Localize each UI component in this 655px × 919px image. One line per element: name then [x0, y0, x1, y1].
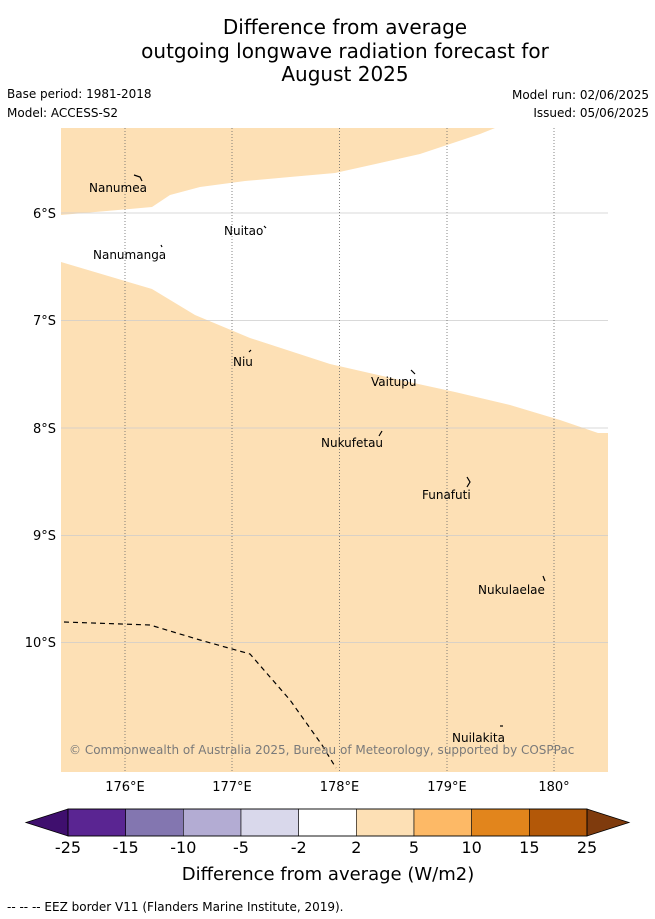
longitude-gridlines: [124, 128, 555, 772]
colorbar-cell: [183, 808, 242, 837]
colorbar-cell: [67, 808, 126, 837]
colorbar-tick-label: 15: [519, 838, 539, 857]
island-niu-outline: [248, 349, 252, 353]
colorbar-tick-label: -25: [55, 838, 81, 857]
island-label-nanumanga: Nanumanga: [93, 248, 166, 262]
base-period-text: Base period: 1981-2018: [7, 87, 152, 101]
colorbar-tick-label: 2: [351, 838, 361, 857]
map-title: Difference from average outgoing longwav…: [0, 15, 655, 87]
lat-label-10s: 10°S: [25, 636, 56, 651]
lon-label-180: 180°: [538, 780, 569, 795]
map-area: Nanumea Nuitao Nanumanga Niu Vaitupu Nuk…: [61, 128, 608, 772]
colorbar-title: Difference from average (W/m2): [182, 864, 474, 885]
colorbar-tick-label: -10: [170, 838, 196, 857]
anomaly-region-south: [61, 262, 608, 772]
colorbar-extend-high: [586, 808, 631, 837]
lon-label-179e: 179°E: [427, 780, 467, 795]
lat-label-7s: 7°S: [33, 314, 56, 329]
eez-legend-text: -- -- -- EEZ border V11 (Flanders Marine…: [7, 900, 344, 914]
colorbar-cell: [471, 808, 530, 837]
island-outlines: [133, 174, 546, 727]
island-label-nuitao: Nuitao: [224, 224, 263, 238]
colorbar-cell: [240, 808, 299, 837]
eez-border: [63, 621, 337, 769]
colorbar-cell: [356, 808, 415, 837]
island-label-nukufetau: Nukufetau: [321, 436, 383, 450]
model-run-text: Model run: 02/06/2025: [511, 88, 649, 102]
island-vaitupu-outline: [410, 369, 416, 375]
island-nanumea-outline: [133, 174, 143, 182]
island-funafuti-outline: [466, 476, 471, 488]
island-label-vaitupu: Vaitupu: [371, 375, 417, 389]
colorbar-cell: [413, 808, 472, 837]
lat-label-6s: 6°S: [33, 207, 56, 222]
title-line-3: August 2025: [281, 62, 409, 86]
copyright-text: © Commonwealth of Australia 2025, Bureau…: [69, 743, 574, 757]
lon-label-177e: 177°E: [212, 780, 252, 795]
island-label-nukulaelae: Nukulaelae: [478, 583, 545, 597]
lat-label-9s: 9°S: [33, 529, 56, 544]
colorbar-extend-low: [24, 808, 69, 837]
lon-label-176e: 176°E: [105, 780, 145, 795]
lon-label-178e: 178°E: [320, 780, 360, 795]
title-line-1: Difference from average: [222, 15, 468, 39]
island-label-niu: Niu: [233, 355, 253, 369]
lat-label-8s: 8°S: [33, 422, 56, 437]
island-nukulaelae-outline: [542, 575, 546, 582]
colorbar-tick-label: 25: [577, 838, 597, 857]
colorbar-tick-label: -5: [233, 838, 249, 857]
colorbar-tick-label: 10: [461, 838, 481, 857]
island-nanumanga-outline: [160, 244, 163, 248]
island-nuitao-outline: [263, 225, 267, 229]
colorbar: -25 -15 -10 -5 -2 2 5 10 15 25 Difference from av…: [24, 808, 631, 885]
title-line-2: outgoing longwave radiation forecast for: [141, 38, 549, 63]
island-label-funafuti: Funafuti: [422, 488, 471, 502]
island-nukufetau-outline: [378, 430, 383, 437]
anomaly-region-north: [61, 128, 495, 215]
colorbar-tick-label: -15: [113, 838, 139, 857]
colorbar-cell: [125, 808, 184, 837]
latitude-gridlines: [61, 212, 608, 643]
colorbar-tick-label: 5: [409, 838, 419, 857]
island-label-nuilakita: Nuilakita: [452, 731, 505, 745]
island-label-nanumea: Nanumea: [89, 181, 147, 195]
model-text: Model: ACCESS-S2: [7, 106, 119, 120]
colorbar-cell: [298, 808, 357, 837]
colorbar-cell: [529, 808, 588, 837]
issued-text: Issued: 05/06/2025: [533, 106, 649, 120]
colorbar-tick-label: -2: [291, 838, 307, 857]
